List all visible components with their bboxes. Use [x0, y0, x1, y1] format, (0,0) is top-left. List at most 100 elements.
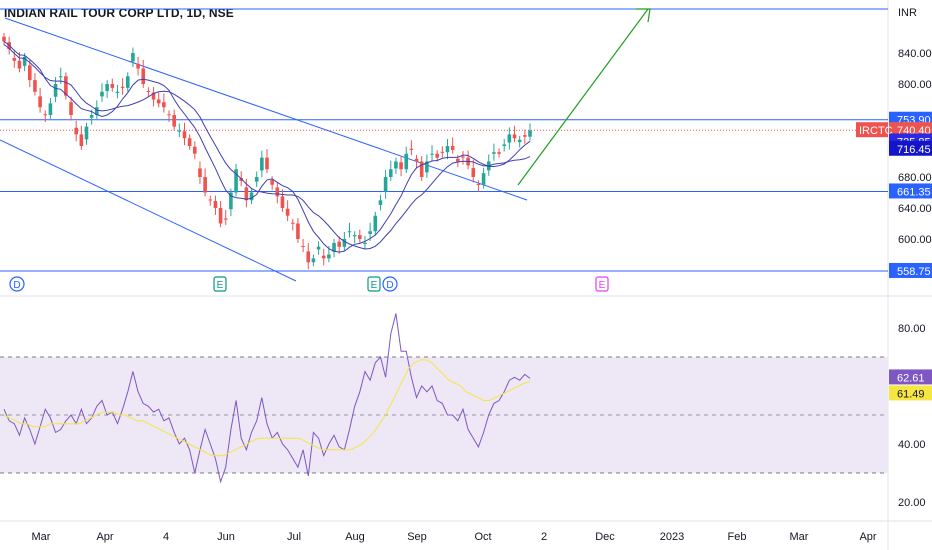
candle-body: [311, 258, 316, 263]
rsi-ma-tag-bg: [889, 385, 932, 401]
candle-body: [198, 168, 202, 177]
candle-body: [38, 96, 42, 108]
candle-body: [414, 158, 419, 162]
candle-body: [223, 218, 228, 220]
candle-body: [347, 231, 352, 233]
candle-body: [512, 134, 517, 139]
candle-body: [383, 177, 388, 192]
candle-body: [450, 146, 455, 150]
candle-body: [388, 169, 393, 177]
candle-body: [378, 200, 383, 205]
candle-body: [167, 114, 171, 116]
candle-body: [332, 242, 336, 252]
candle-body: [321, 255, 326, 259]
candle-body: [58, 76, 63, 78]
level-tag-bg: [889, 262, 932, 278]
candle-body: [43, 114, 48, 116]
candle-body: [358, 235, 362, 239]
rsi-ma-tag: 61.49: [897, 388, 925, 400]
candle-body: [419, 161, 424, 177]
candle-body: [218, 208, 223, 224]
currency-label: INR: [898, 7, 917, 19]
candle-body: [105, 84, 109, 91]
rsi-tag-bg: [889, 369, 932, 385]
candle-body: [435, 153, 439, 158]
candle-body: [280, 196, 285, 208]
candle-body: [363, 242, 367, 245]
candle-body: [461, 156, 465, 158]
candle-body: [265, 157, 269, 170]
candle-body: [64, 76, 68, 96]
ma-tag-bg: [889, 140, 932, 156]
candle-body: [373, 215, 378, 232]
candle-body: [337, 241, 341, 247]
candle-body: [120, 86, 125, 88]
candle-body: [136, 63, 140, 69]
candle-body: [151, 92, 156, 100]
rsi-tag: 62.61: [897, 372, 925, 384]
candle-body: [270, 180, 274, 185]
ma-slow-line: [3, 44, 531, 250]
candle-body: [84, 126, 89, 140]
candle-body: [182, 131, 187, 139]
candle-body: [69, 102, 73, 115]
candle-body: [399, 162, 403, 170]
candle-body: [254, 177, 259, 182]
projection-arrowhead: [636, 8, 651, 23]
candle-body: [229, 192, 233, 210]
candle-body: [445, 146, 450, 153]
candle-body: [100, 91, 104, 97]
x-tick-label: Feb: [728, 531, 747, 543]
level-tag-bg: [889, 183, 932, 199]
candle-body: [27, 65, 32, 81]
x-tick-label: Aug: [345, 531, 365, 543]
x-tick-label: Apr: [859, 531, 876, 543]
candle-body: [17, 60, 22, 69]
x-tick-label: Apr: [96, 531, 113, 543]
candle-body: [497, 152, 501, 154]
x-tick-label: Sep: [407, 531, 427, 543]
event-marker-label: E: [599, 280, 606, 291]
candle-body: [342, 239, 347, 247]
y-tick-label: 640.00: [898, 203, 932, 215]
rsi-tick-label: 80.00: [898, 323, 926, 335]
price-tag-bg: [889, 122, 932, 138]
candle-body: [409, 148, 414, 150]
dividend-marker: [382, 276, 398, 292]
ma-tag: 716.45: [897, 144, 931, 156]
candle-body: [301, 245, 305, 247]
candle-body: [89, 115, 94, 118]
x-tick-label: Mar: [32, 531, 51, 543]
candle-body: [146, 90, 151, 92]
candle-body: [22, 56, 27, 66]
candle-body: [33, 80, 37, 92]
candle-body: [141, 68, 146, 84]
candle-body: [2, 36, 6, 42]
candle-body: [296, 223, 300, 239]
ma-fast-line: [3, 41, 531, 253]
y-tick-label: 800.00: [898, 79, 932, 91]
channel-lower: [0, 139, 297, 282]
candle-body: [193, 146, 197, 154]
y-tick-label: 680.00: [898, 172, 932, 184]
candle-body: [53, 84, 58, 97]
candle-body: [523, 135, 527, 137]
candle-body: [440, 151, 445, 153]
candle-body: [74, 127, 78, 135]
x-tick-label: Oct: [474, 531, 491, 543]
candle-body: [213, 201, 218, 208]
candle-body: [316, 246, 321, 250]
candle-body: [249, 192, 254, 201]
ticker-tag-bg: [856, 122, 888, 138]
rsi-tick-label: 40.00: [898, 439, 926, 451]
candle-body: [528, 130, 532, 137]
candle-body: [492, 152, 496, 154]
y-tick-label: 840.00: [898, 48, 932, 60]
candle-body: [430, 153, 434, 155]
candle-body: [368, 231, 372, 234]
candle-body: [187, 138, 192, 146]
candle-body: [275, 187, 280, 197]
candle-body: [456, 158, 460, 162]
x-tick-label: 2: [541, 531, 547, 543]
